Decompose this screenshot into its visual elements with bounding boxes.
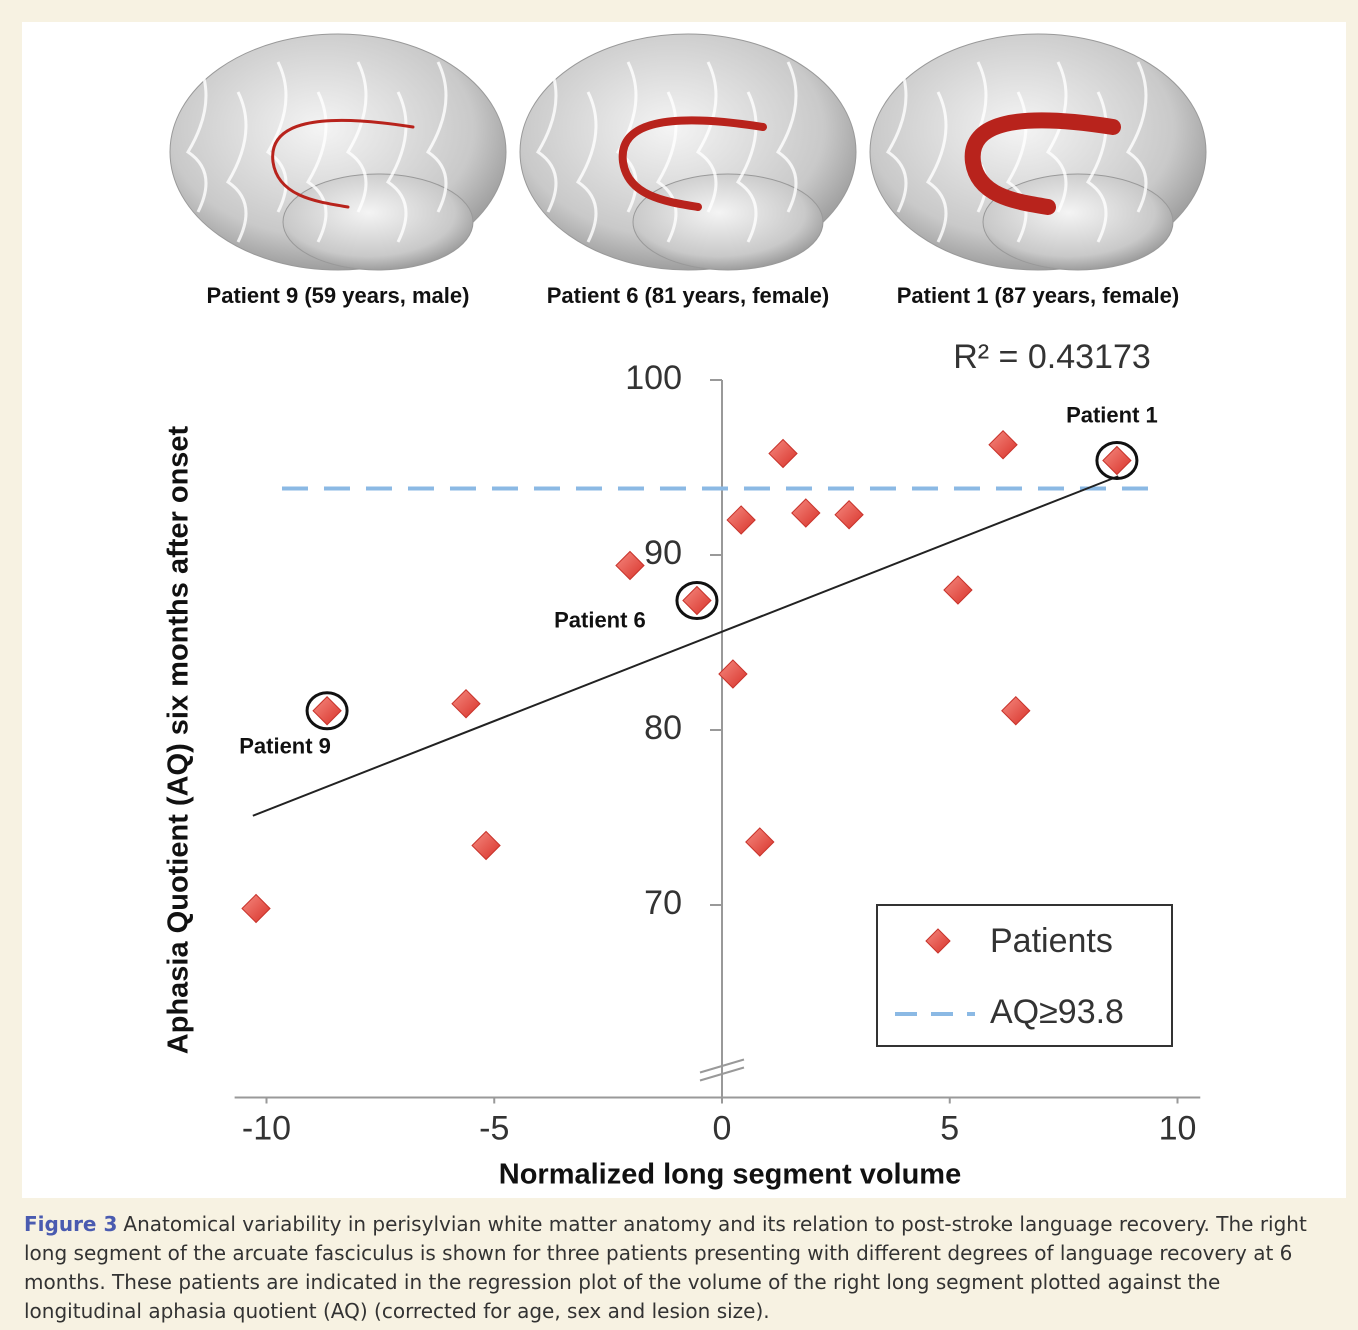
point-label: Patient 1 bbox=[1066, 402, 1158, 427]
x-axis-title: Normalized long segment volume bbox=[499, 1159, 961, 1191]
point bbox=[727, 506, 755, 534]
page: {"panels": [ {"label": "Patient 9 (59 ye… bbox=[0, 0, 1358, 1330]
figure: Patient 9 (59 years, male) Patient 6 (81 … bbox=[0, 0, 1358, 1200]
legend-label: AQ≥93.8 bbox=[990, 993, 1124, 1031]
point-label: Patient 9 bbox=[239, 734, 331, 759]
x-tick-label: -5 bbox=[479, 1109, 509, 1147]
point bbox=[792, 499, 820, 527]
panel-label: Patient 9 (59 years, male) bbox=[207, 283, 470, 308]
y-tick-label: 70 bbox=[644, 884, 682, 922]
point bbox=[835, 501, 863, 529]
figure-label: Figure 3 bbox=[24, 1212, 117, 1236]
point bbox=[719, 660, 747, 688]
point bbox=[1103, 447, 1131, 475]
point bbox=[746, 828, 774, 856]
point bbox=[683, 587, 711, 615]
point bbox=[769, 440, 797, 468]
y-tick-label: 100 bbox=[625, 359, 682, 397]
point bbox=[452, 690, 480, 718]
y-axis-title: Aphasia Quotient (AQ) six months after o… bbox=[163, 425, 195, 1054]
y-tick-label: 80 bbox=[644, 709, 682, 747]
point-label: Patient 6 bbox=[554, 607, 646, 632]
point bbox=[313, 697, 341, 725]
legend-label: Patients bbox=[990, 922, 1113, 960]
point bbox=[989, 431, 1017, 459]
x-tick-label: 5 bbox=[940, 1109, 959, 1147]
x-tick-label: -10 bbox=[242, 1109, 291, 1147]
panel-label: Patient 6 (81 years, female) bbox=[547, 283, 829, 308]
annotation: R² = 0.43173 bbox=[953, 338, 1151, 376]
point bbox=[616, 552, 644, 580]
point bbox=[472, 832, 500, 860]
point bbox=[242, 895, 270, 923]
point bbox=[944, 576, 972, 604]
panel-label: Patient 1 (87 years, female) bbox=[897, 283, 1179, 308]
y-tick-label: 90 bbox=[644, 534, 682, 572]
x-tick-label: 10 bbox=[1159, 1109, 1197, 1147]
x-tick-label: 0 bbox=[713, 1109, 732, 1147]
trendline bbox=[253, 476, 1118, 816]
caption-text: Anatomical variability in perisylvian wh… bbox=[24, 1212, 1307, 1323]
point bbox=[1002, 697, 1030, 725]
